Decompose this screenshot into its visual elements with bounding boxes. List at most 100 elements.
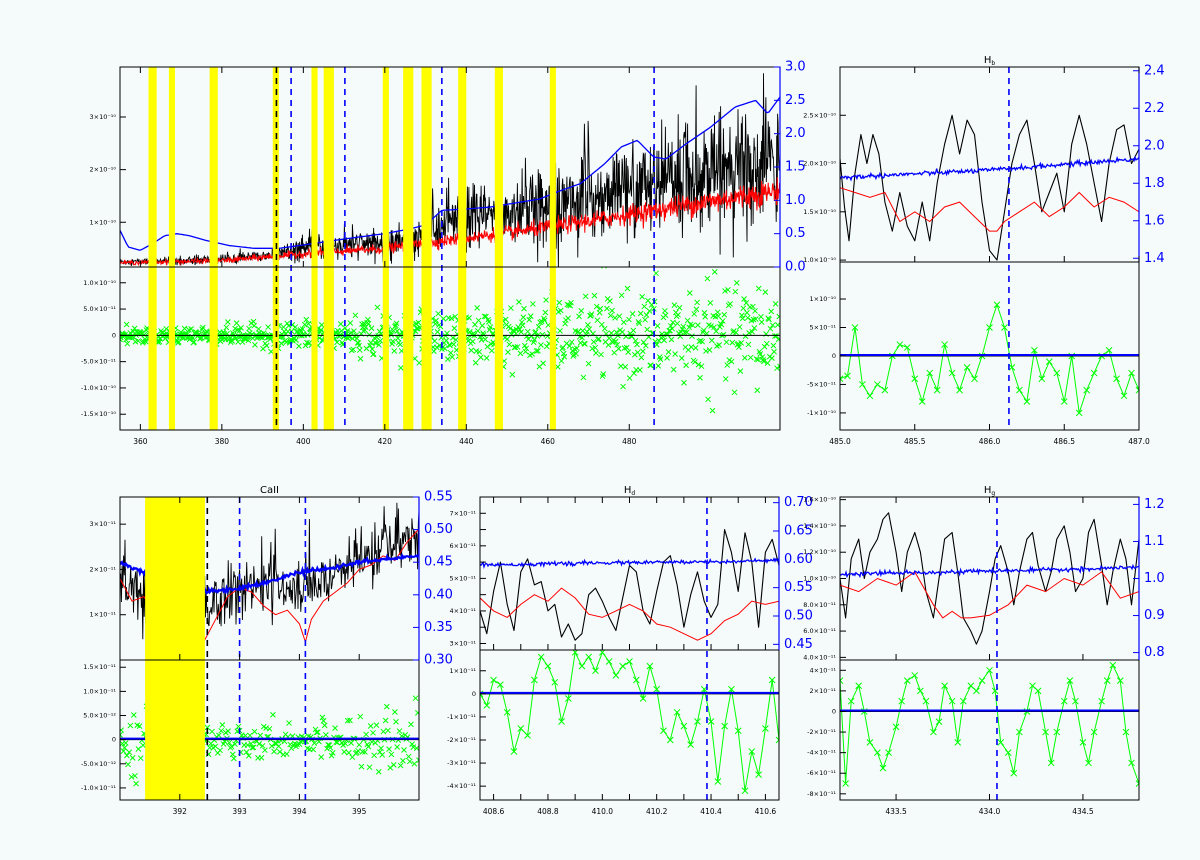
residual-point [1034, 687, 1042, 695]
residual-point [140, 742, 146, 749]
x-tick-label: 485.5 [904, 437, 926, 446]
residual-point [521, 305, 527, 312]
residual-point [744, 314, 751, 321]
residual-point [370, 729, 376, 736]
residual-point [684, 329, 690, 336]
residual-point [533, 348, 540, 354]
x-tick-label: 480 [622, 437, 637, 446]
residual-point [986, 324, 993, 331]
residual-point [356, 347, 363, 353]
residual-point [697, 374, 703, 381]
residual-point [580, 374, 587, 381]
residual-point [1042, 728, 1049, 736]
residual-point [702, 313, 709, 320]
y2-tick-label: 0.30 [424, 653, 453, 668]
residual-point [607, 312, 614, 319]
residual-point [246, 325, 252, 332]
residual-point [544, 662, 552, 670]
y2-tick-label: 0.9 [1144, 608, 1165, 623]
residual-point [376, 341, 382, 348]
residual-point [619, 662, 627, 670]
residual-point [997, 738, 1005, 746]
y-tick-label: -1×10⁻¹⁰ [807, 409, 836, 417]
residual-point [188, 326, 194, 332]
residual-point [374, 304, 381, 311]
residual-point [681, 379, 687, 386]
residual-point [302, 342, 309, 349]
residual-point [126, 749, 133, 756]
y-tick-label: -8×10⁻¹¹ [807, 790, 836, 798]
residual-point [342, 325, 348, 331]
residual-point [433, 317, 439, 324]
residual-point [1008, 364, 1016, 371]
lower-plot-hb [840, 301, 1139, 417]
mask-band [549, 67, 556, 430]
residual-point [245, 752, 252, 759]
residual-point [133, 780, 139, 787]
residual-point [541, 317, 548, 324]
residual-point [412, 695, 419, 702]
residual-point [199, 326, 205, 333]
residual-point [642, 316, 648, 323]
residual-point [366, 764, 373, 771]
y-tick-label: -1.5×10⁻¹⁰ [81, 410, 116, 418]
residual-point [1116, 677, 1124, 684]
residual-point [1060, 398, 1068, 405]
residual-point [578, 662, 586, 670]
residual-point [249, 744, 256, 751]
residual-point [680, 323, 687, 330]
y-tick-label: 1.5×10⁻¹⁰ [803, 208, 836, 216]
residual-point [523, 345, 530, 352]
residual-point [380, 728, 387, 735]
residual-point [386, 746, 392, 752]
y2-tick-label: 0.65 [784, 524, 813, 539]
residual-point [365, 743, 372, 750]
panel-hd: 408.6 408.8 410.0 410.2 410.4 410.6 3×10⁻¹¹ 4×1… [447, 485, 813, 816]
residual-point [692, 345, 699, 351]
residual-point [124, 752, 130, 759]
residual-point [568, 339, 575, 345]
residual-point [643, 312, 650, 318]
mask-band [148, 67, 157, 430]
residual-point [286, 720, 292, 726]
residual-point [416, 359, 423, 366]
residual-point [371, 752, 378, 759]
residual-point [885, 749, 892, 757]
residual-point [654, 323, 661, 329]
residual-point [935, 718, 943, 726]
residual-point [313, 729, 320, 736]
y-tick-label: 1.0×10⁻¹⁰ [803, 256, 836, 264]
residual-point [320, 718, 327, 724]
residual-point [521, 342, 528, 349]
residual-point [318, 754, 325, 761]
residual-point [1120, 392, 1128, 400]
residual-point [509, 371, 516, 378]
residual-point [646, 662, 654, 670]
residual-point [233, 320, 240, 327]
residual-point [637, 367, 643, 373]
residual-point [452, 313, 458, 320]
lower-frame [119, 266, 781, 431]
residual-point [1090, 728, 1098, 736]
residual-point [644, 326, 651, 333]
residual-point [1029, 682, 1036, 690]
residual-point [716, 342, 722, 348]
residual-point [762, 725, 769, 732]
x-tick-label: 380 [215, 437, 230, 446]
residual-point [248, 740, 254, 747]
residual-point [740, 305, 747, 312]
residual-point [347, 320, 354, 326]
y2-tick-label: 2.4 [1144, 63, 1165, 78]
residual-point [414, 325, 421, 332]
y-tick-label: 1×10⁻¹⁰ [810, 295, 837, 303]
residual-point [477, 354, 484, 361]
residual-point [322, 732, 329, 738]
residual-point [488, 347, 495, 354]
residual-point [382, 717, 389, 724]
residual-point [631, 370, 637, 377]
residual-point [986, 666, 993, 674]
residual-point [704, 275, 711, 282]
residual-point [705, 396, 711, 403]
y-tick-label: 1.0×10⁻¹⁰ [803, 575, 836, 583]
residual-point [475, 327, 481, 334]
